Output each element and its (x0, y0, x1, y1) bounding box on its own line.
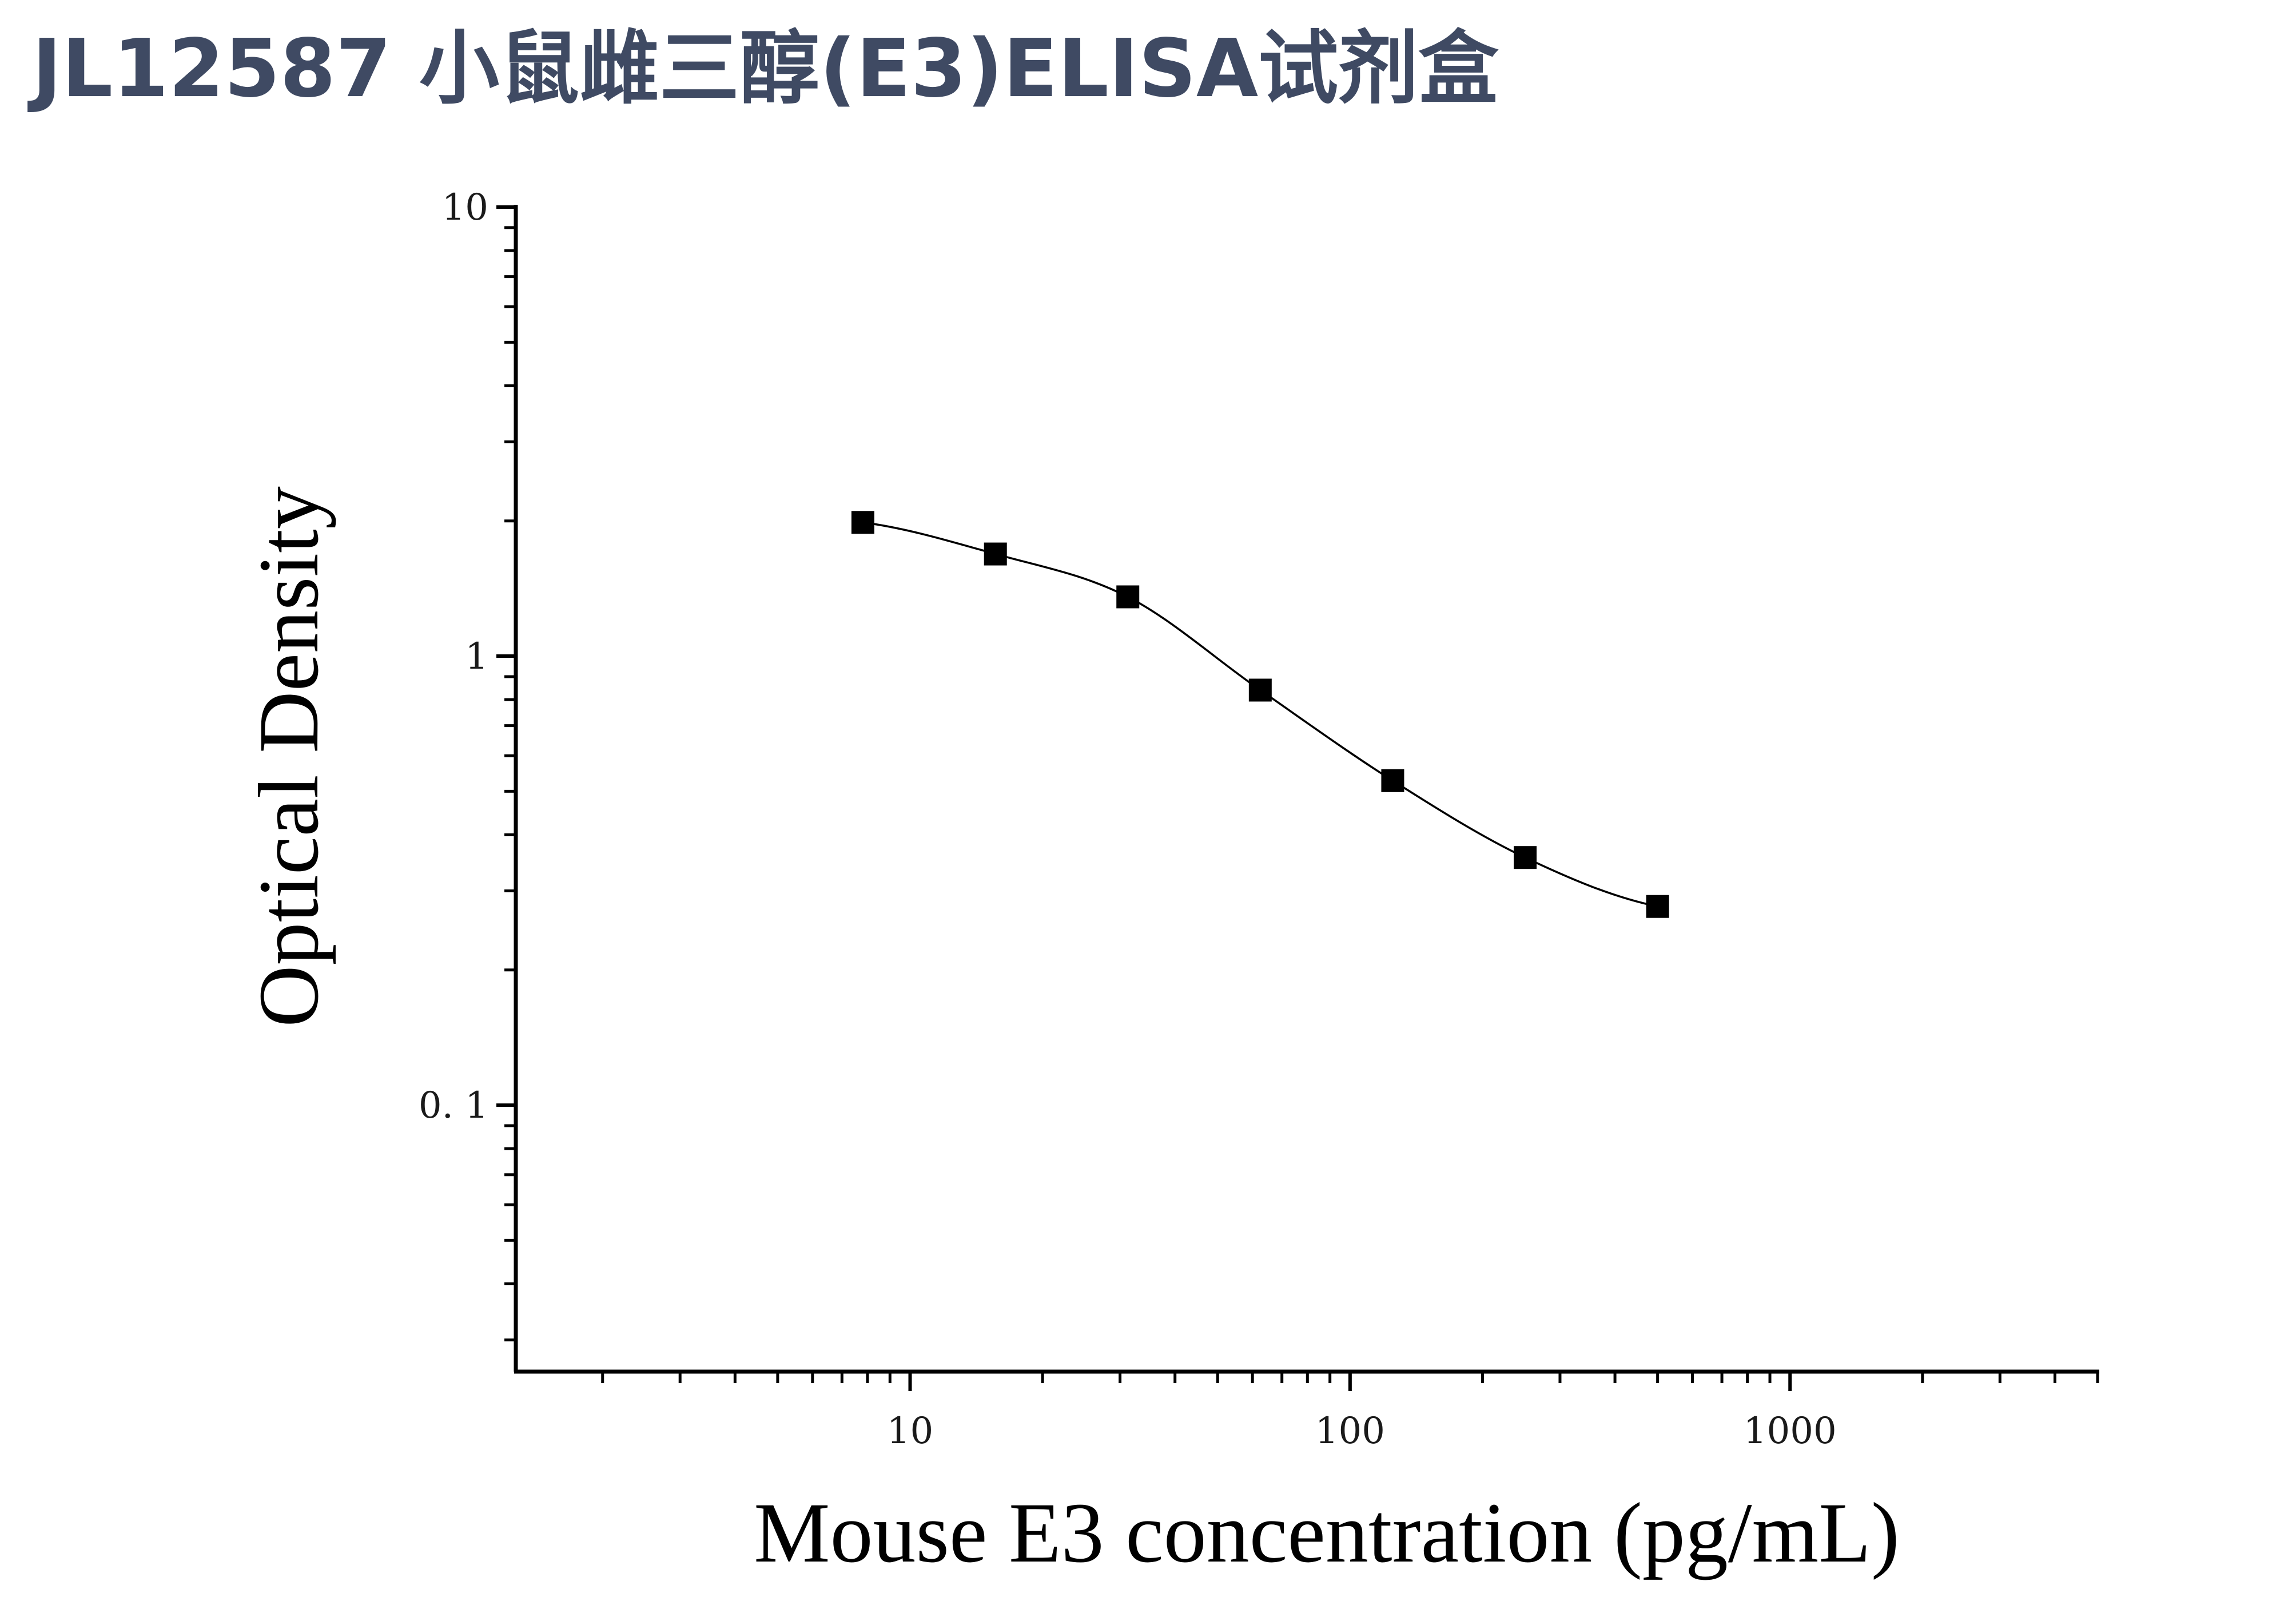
y-tick-label: 0. 1 (419, 1084, 488, 1127)
data-point (1248, 678, 1272, 702)
data-point (851, 511, 874, 534)
axis-ticks (496, 205, 2099, 1391)
page-title: JL12587 小鼠雌三醇(E3)ELISA试剂盒 (32, 22, 1499, 116)
y-axis-title: Optical Density (241, 486, 336, 1027)
x-tick-label: 1000 (1744, 1410, 1837, 1452)
x-axis-title: Mouse E3 concentration (pg/mL) (754, 1485, 1900, 1580)
data-point (1116, 585, 1140, 609)
data-point (1514, 846, 1537, 869)
fit-curve (862, 521, 1658, 908)
y-tick-label: 1 (465, 635, 488, 678)
data-points (851, 511, 1669, 918)
data-point (984, 542, 1007, 566)
x-tick-label: 10 (887, 1410, 933, 1452)
data-point (1646, 895, 1669, 918)
axes (514, 205, 2099, 1374)
y-tick-label: 10 (442, 186, 488, 229)
tick-labels: 10 100 1000 10 1 0. 1 (419, 186, 1837, 1452)
x-tick-label: 100 (1315, 1410, 1385, 1452)
data-point (1381, 769, 1404, 792)
